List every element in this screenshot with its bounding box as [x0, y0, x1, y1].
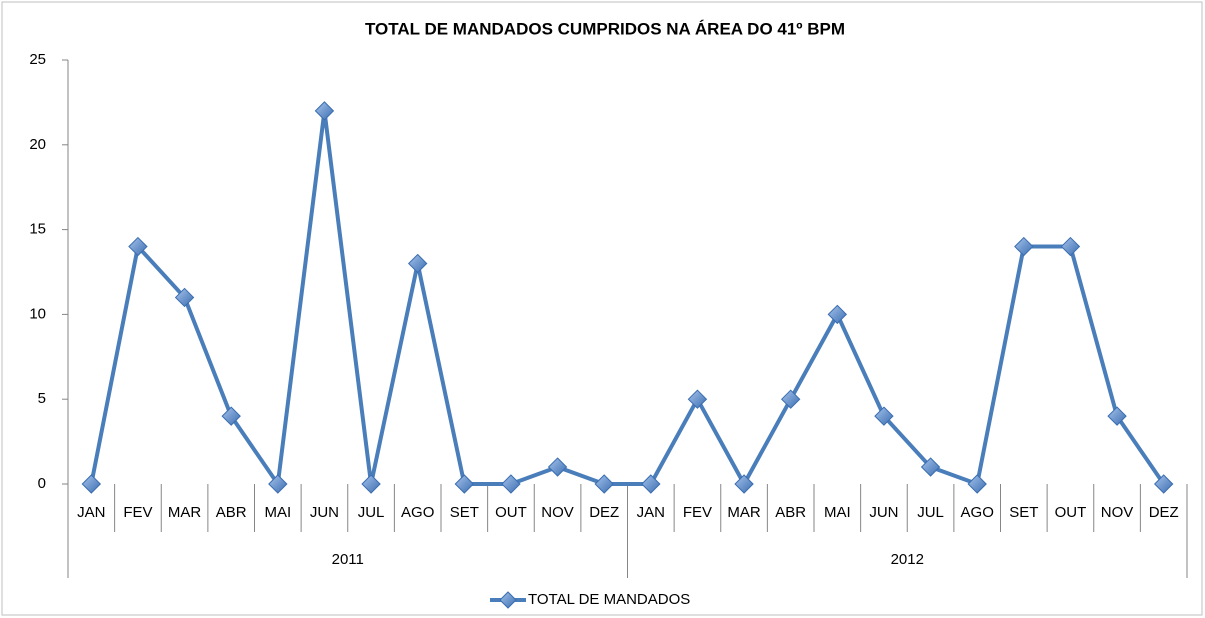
x-tick-label: AGO: [961, 504, 994, 521]
point-marker: [547, 457, 568, 477]
point-marker: [454, 474, 475, 494]
point-marker: [128, 236, 148, 257]
point-marker: [780, 389, 801, 409]
point-marker: [920, 457, 941, 477]
y-tick-label: 5: [38, 390, 46, 407]
point-marker: [1014, 236, 1034, 257]
x-tick-label: JUN: [310, 504, 339, 521]
legend-label: TOTAL DE MANDADOS: [528, 591, 690, 608]
x-tick-label: MAI: [264, 504, 291, 521]
point-marker: [361, 474, 381, 494]
x-tick-label: JUL: [358, 504, 385, 521]
x-tick-label: SET: [1009, 504, 1038, 521]
point-marker: [874, 406, 894, 426]
series-line: [89, 108, 1166, 486]
x-tick-label: MAI: [824, 504, 851, 521]
x-tick-label: MAR: [727, 504, 761, 521]
x-tick-label: JUN: [869, 504, 898, 521]
group-label: 2012: [891, 551, 924, 568]
point-marker: [81, 474, 102, 494]
point-marker: [1107, 406, 1127, 426]
point-marker: [1060, 236, 1081, 257]
y-tick-label: 10: [29, 305, 46, 322]
point-marker: [407, 253, 428, 274]
x-tick-label: FEV: [683, 504, 712, 521]
point-marker: [268, 474, 288, 494]
y-tick-label: 15: [29, 221, 46, 238]
legend-marker: [499, 591, 517, 609]
x-tick-label: OUT: [495, 504, 527, 521]
x-tick-label: SET: [450, 504, 479, 521]
x-tick-label: FEV: [123, 504, 152, 521]
point-marker: [594, 474, 614, 494]
x-tick-label: JAN: [77, 504, 105, 521]
x-tick-label: ABR: [216, 504, 247, 521]
point-marker: [734, 474, 754, 494]
point-marker: [221, 406, 241, 426]
y-tick-label: 20: [29, 136, 46, 153]
point-marker: [174, 287, 195, 308]
point-marker: [967, 474, 987, 494]
x-tick-label: NOV: [541, 504, 574, 521]
x-tick-label: NOV: [1101, 504, 1134, 521]
x-tick-label: OUT: [1055, 504, 1087, 521]
y-tick-label: 25: [29, 51, 46, 68]
point-marker: [827, 304, 848, 325]
group-label: 2011: [332, 551, 364, 568]
point-marker: [1153, 474, 1174, 494]
x-tick-label: JUL: [917, 504, 944, 521]
y-tick-label: 0: [38, 475, 46, 492]
point-marker: [641, 474, 661, 494]
point-marker: [687, 389, 708, 409]
x-tick-label: AGO: [401, 504, 434, 521]
chart-title: TOTAL DE MANDADOS CUMPRIDOS NA ÁREA DO 4…: [365, 19, 845, 38]
x-tick-label: ABR: [775, 504, 806, 521]
point-marker: [501, 474, 521, 494]
x-tick-label: DEZ: [1149, 504, 1179, 521]
x-tick-label: MAR: [168, 504, 202, 521]
x-tick-label: DEZ: [589, 504, 619, 521]
x-tick-label: JAN: [637, 504, 665, 521]
point-marker: [314, 101, 335, 121]
